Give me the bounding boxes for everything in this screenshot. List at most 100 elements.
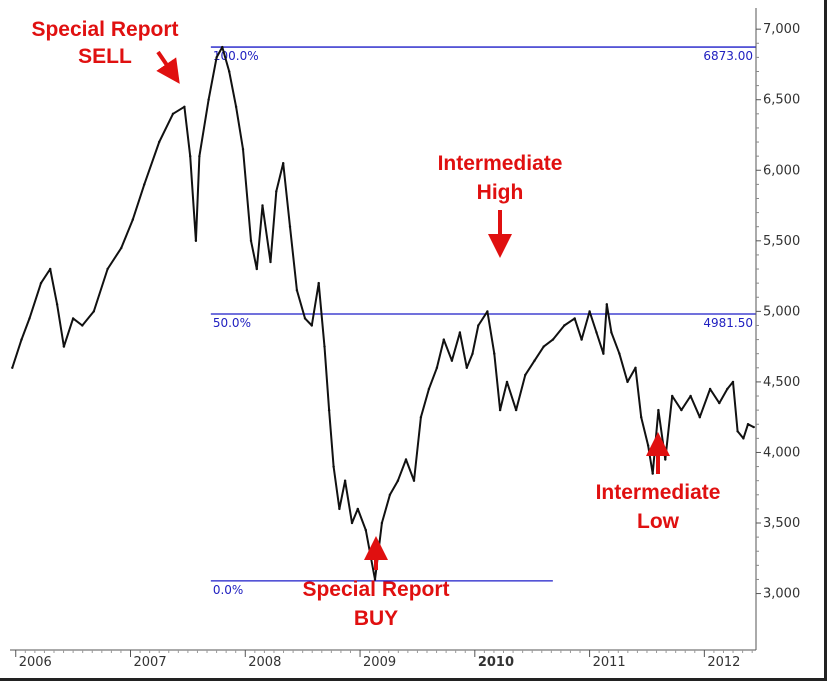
price-point xyxy=(303,317,307,320)
price-point xyxy=(680,408,683,412)
price-point xyxy=(458,331,462,334)
annotation-line: Special Report xyxy=(302,578,449,601)
x-tick-label: 2009 xyxy=(363,655,396,670)
price-point xyxy=(71,317,75,320)
price-point xyxy=(198,155,201,158)
price-point xyxy=(92,310,96,313)
price-point xyxy=(551,338,555,341)
y-axis-ticks: 3,000 3,500 4,000 4,500 5,000 5,500 6,000 6,500… xyxy=(756,22,800,602)
price-point xyxy=(189,155,192,158)
price-point xyxy=(618,352,621,355)
price-point xyxy=(388,493,392,496)
price-point xyxy=(573,317,576,320)
fib-level-price: 6873.00 xyxy=(703,49,753,63)
price-point xyxy=(708,387,712,391)
price-point xyxy=(343,479,347,482)
annotation-line: Intermediate xyxy=(596,481,721,504)
price-point xyxy=(427,387,431,391)
price-point xyxy=(194,239,198,242)
price-point xyxy=(282,162,285,165)
price-point xyxy=(746,423,750,426)
annotation-line: High xyxy=(477,181,524,204)
price-point xyxy=(524,373,527,377)
x-tick-label: 2006 xyxy=(19,655,52,670)
annotation-intermediate-low: Intermediate Low xyxy=(596,432,721,533)
y-tick-label: 3,500 xyxy=(763,516,800,531)
price-point xyxy=(595,331,598,334)
price-point xyxy=(28,317,31,320)
price-point xyxy=(718,401,721,405)
x-tick-label: 2007 xyxy=(134,655,167,670)
price-point xyxy=(419,416,423,419)
price-point xyxy=(563,324,566,327)
price-point xyxy=(55,303,59,306)
price-point xyxy=(752,425,755,429)
price-point xyxy=(269,260,272,264)
price-point xyxy=(143,183,146,186)
price-point xyxy=(742,437,745,440)
annotation-line: Low xyxy=(637,510,680,533)
price-point xyxy=(295,289,299,292)
annotation-special-report-buy: Special Report BUY xyxy=(302,536,450,630)
y-tick-label: 7,000 xyxy=(763,22,800,37)
price-point xyxy=(158,140,161,144)
price-point xyxy=(580,338,583,341)
price-point xyxy=(171,112,175,116)
annotation-line: Intermediate xyxy=(438,152,563,175)
price-point xyxy=(640,416,643,419)
price-point xyxy=(646,444,650,447)
annotation-line: Special Report xyxy=(31,18,178,41)
y-tick-label: 6,500 xyxy=(763,93,800,108)
price-point xyxy=(380,521,384,525)
x-tick-label: 2012 xyxy=(707,655,740,670)
price-point xyxy=(288,225,292,228)
price-point xyxy=(412,479,416,482)
price-point xyxy=(542,345,545,348)
price-point xyxy=(493,352,496,355)
price-point xyxy=(106,267,109,271)
axes xyxy=(10,8,757,651)
price-point xyxy=(310,324,313,327)
y-tick-label: 5,000 xyxy=(763,304,800,319)
x-tick-label: 2008 xyxy=(248,655,281,670)
price-point xyxy=(471,352,474,355)
price-point xyxy=(435,366,439,369)
price-point xyxy=(610,331,613,334)
price-point xyxy=(261,204,264,207)
annotation-line: SELL xyxy=(78,45,132,68)
x-tick-label: 2011 xyxy=(593,655,626,670)
price-point xyxy=(221,45,224,49)
price-point xyxy=(234,105,238,109)
fib-level-price: 4981.50 xyxy=(703,316,753,330)
price-point xyxy=(498,408,502,412)
annotation-line: BUY xyxy=(354,607,398,630)
price-point xyxy=(323,345,326,348)
annotation-arrow xyxy=(156,50,180,84)
annotation-special-report-sell: Special Report SELL xyxy=(31,18,180,84)
price-point xyxy=(131,218,134,221)
price-point xyxy=(39,281,43,285)
price-point xyxy=(514,408,518,412)
price-point xyxy=(657,408,660,412)
price-point xyxy=(477,324,480,327)
price-point xyxy=(486,310,489,313)
price-point xyxy=(465,366,468,369)
price-point xyxy=(332,465,335,468)
y-tick-label: 3,000 xyxy=(763,587,800,602)
price-point xyxy=(228,70,231,73)
price-point xyxy=(689,394,692,398)
price-point xyxy=(275,190,278,193)
y-tick-label: 5,500 xyxy=(763,234,800,249)
price-point xyxy=(249,239,253,242)
price-point xyxy=(49,267,52,271)
fib-level-label: 50.0% xyxy=(213,316,251,330)
price-point xyxy=(626,380,629,384)
price-point xyxy=(241,147,245,151)
price-point xyxy=(602,352,605,355)
price-point xyxy=(664,458,667,461)
x-axis-ticks: 2006 2007 2008 2009 2010 2011 2012 xyxy=(15,650,753,670)
price-point xyxy=(255,267,258,271)
